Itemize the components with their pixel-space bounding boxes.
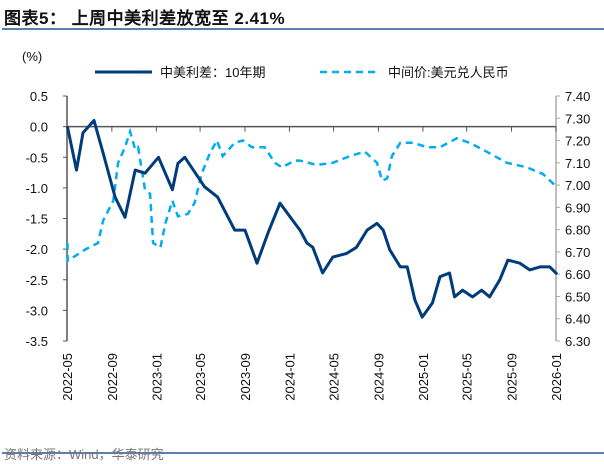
right-tick-label: 7.00 <box>565 178 590 193</box>
right-tick-label: 6.90 <box>565 200 590 215</box>
right-tick-label: 7.20 <box>565 134 590 149</box>
right-tick-label: 6.80 <box>565 223 590 238</box>
right-tick-label: 7.40 <box>565 89 590 104</box>
right-tick-label: 7.10 <box>565 156 590 171</box>
left-tick-label: -0.5 <box>26 150 48 165</box>
x-tick-label: 2025-09 <box>505 353 520 401</box>
title-rule <box>2 28 604 30</box>
right-tick-label: 6.40 <box>565 312 590 327</box>
x-tick-label: 2026-01 <box>549 353 564 401</box>
chart: (%) 中美利差：10年期 中间价:美元兑人民币 0.5 0.0 -0.5 -1.0 -… <box>22 49 590 401</box>
x-tick-label: 2023-01 <box>149 353 164 401</box>
x-tick-label: 2024-09 <box>371 353 386 401</box>
left-tick-label: 0.0 <box>30 120 48 135</box>
x-tick-label: 2022-05 <box>60 353 75 401</box>
left-tick-label: -3.0 <box>26 303 48 318</box>
x-tick-label: 2023-09 <box>238 353 253 401</box>
chart-title: 图表5： 上周中美利差放宽至 2.41% <box>4 9 286 28</box>
x-tick-label: 2024-01 <box>282 353 297 401</box>
x-tick-label: 2025-01 <box>416 353 431 401</box>
legend-label-fx: 中间价:美元兑人民币 <box>388 65 509 80</box>
left-axis-unit: (%) <box>22 49 42 64</box>
left-tick-label: -3.5 <box>26 334 48 349</box>
right-tick-label: 6.60 <box>565 267 590 282</box>
legend-label-spread: 中美利差：10年期 <box>160 65 265 80</box>
left-tick-label: -2.0 <box>26 242 48 257</box>
left-tick-label: -1.0 <box>26 181 48 196</box>
source-note: 资料来源：Wind，华泰研究 <box>4 447 164 462</box>
footer-rule <box>2 452 604 454</box>
x-tick-label: 2025-05 <box>460 353 475 401</box>
right-tick-label: 6.30 <box>565 334 590 349</box>
right-tick-label: 6.70 <box>565 245 590 260</box>
legend: 中美利差：10年期 中间价:美元兑人民币 <box>95 65 509 80</box>
series-line-spread <box>65 119 559 319</box>
series-line-usdcny <box>66 127 556 264</box>
left-tick-label: -1.5 <box>26 212 48 227</box>
x-tick-label: 2024-05 <box>327 353 342 401</box>
right-tick-label: 6.50 <box>565 289 590 304</box>
x-tick-label: 2022-09 <box>105 353 120 401</box>
x-tick-label: 2023-05 <box>193 353 208 401</box>
right-tick-label: 7.30 <box>565 111 590 126</box>
left-tick-label: -2.5 <box>26 273 48 288</box>
left-tick-label: 0.5 <box>30 89 48 104</box>
